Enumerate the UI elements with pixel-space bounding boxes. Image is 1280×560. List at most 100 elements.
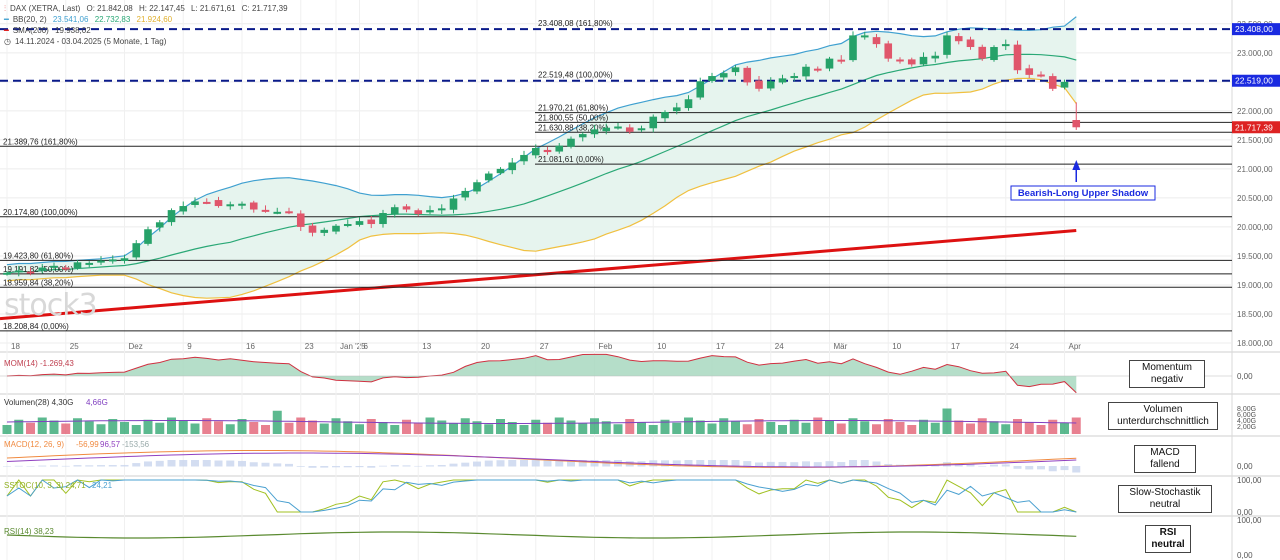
macd-histogram-bar	[578, 460, 587, 467]
mom-legend: MOM(14) -1.269,43	[4, 359, 74, 368]
volume-bar	[684, 417, 693, 434]
volume-bar	[2, 425, 12, 434]
volume-bar	[49, 420, 59, 434]
candle-body	[990, 47, 998, 61]
candle-body	[449, 198, 458, 210]
y-tick-label: 21.500,00	[1237, 136, 1273, 145]
macd-histogram-bar	[226, 460, 235, 467]
candle-body	[379, 213, 387, 225]
volume-bar	[378, 422, 388, 434]
volume-bar	[507, 422, 517, 434]
macd-histogram-bar	[567, 460, 575, 467]
macd-histogram-bar	[85, 465, 94, 467]
macd-histogram-bar	[802, 461, 810, 467]
macd-histogram-bar	[860, 460, 869, 467]
macd-box: MACD fallend	[1134, 445, 1196, 473]
candle-body	[825, 58, 834, 69]
candle-body	[1060, 81, 1069, 88]
x-tick-label: 17	[951, 342, 960, 351]
volume-bar	[731, 421, 740, 434]
price-axis-badge	[1232, 121, 1280, 134]
candle-body	[343, 224, 352, 227]
macd-histogram-bar	[120, 464, 129, 467]
volume-bar	[813, 417, 823, 434]
bb-legend: ━ BB(20, 2) 23.541,06 22.732,83 21.924,60	[4, 15, 176, 24]
volume-bar	[977, 418, 987, 434]
candle-body	[38, 267, 47, 271]
volume-bar	[601, 421, 611, 434]
volume-bar	[825, 420, 834, 434]
volume-bar	[637, 422, 646, 434]
macd-histogram-bar	[367, 466, 376, 468]
macd-histogram-bar	[743, 461, 752, 467]
macd-histogram-bar	[308, 466, 317, 468]
volume-bar	[613, 424, 623, 434]
volume-bar	[543, 422, 552, 434]
volume-bar	[131, 425, 141, 434]
sma200-line	[0, 229, 1077, 321]
volume-bar	[343, 421, 353, 434]
macd-legend-signal: 96,57	[100, 440, 121, 449]
macd-histogram-bar	[990, 464, 998, 467]
macd-histogram-bar	[672, 460, 681, 467]
macd-histogram-bar	[508, 460, 517, 467]
candle-body	[743, 67, 752, 83]
volume-bar	[1013, 419, 1022, 434]
candle-body	[649, 116, 658, 129]
candle-body	[179, 206, 188, 212]
price-axis-badge-text: 23.408,00	[1235, 24, 1273, 34]
macd-histogram-bar	[3, 466, 11, 467]
candle-body	[661, 112, 669, 119]
candle-body	[696, 81, 705, 98]
volume-bar	[1001, 424, 1011, 434]
volume-bar	[778, 425, 787, 434]
volume-bar	[930, 422, 940, 434]
volume-bar	[1036, 425, 1046, 434]
volume-bar	[672, 422, 682, 434]
candle-body	[496, 168, 505, 174]
volume-tick-label: 4,00G	[1237, 418, 1256, 425]
candle-body	[402, 206, 411, 210]
candle-body	[108, 259, 117, 262]
candle-body	[1025, 68, 1034, 75]
rsi-box-status: neutral	[1151, 539, 1185, 550]
volume-bar	[202, 418, 212, 434]
fib-level-label: 22.519,48 (100,00%)	[538, 71, 613, 80]
volume-bar	[742, 424, 752, 434]
x-tick-label: 9	[187, 342, 192, 351]
volume-tick-label: 2,00G	[1237, 424, 1256, 431]
volume-bar	[578, 423, 588, 434]
macd-histogram-bar	[978, 465, 987, 467]
candle-body	[249, 202, 258, 210]
macd-histogram-bar	[238, 460, 246, 467]
macd-histogram-bar	[719, 460, 728, 467]
legend-period: 14.11.2024 - 03.04.2025 (5 Monate, 1 Tag…	[14, 37, 167, 46]
price-legend: ⫶ DAX (XETRA, Last) O: 21.842,08 H: 22.14…	[4, 4, 292, 14]
macd-histogram-bar	[813, 462, 822, 467]
candle-body	[790, 76, 799, 79]
volume-bar	[96, 424, 106, 434]
macd-histogram-bar	[837, 462, 846, 467]
candle-icon: ⫶	[4, 4, 6, 13]
volume-bar	[460, 418, 470, 434]
volume-bar	[390, 425, 400, 434]
candle-body	[884, 43, 893, 59]
candle-body	[155, 222, 164, 228]
rsi-legend: RSI(14) 38,23	[4, 527, 54, 536]
macd-histogram-bar	[825, 461, 834, 467]
candle-body	[1037, 74, 1045, 77]
candle-body	[144, 229, 152, 244]
macd-legend-histogram: -153,56	[122, 440, 150, 449]
x-tick-label: 6	[364, 342, 369, 351]
candle-body	[837, 59, 846, 62]
macd-histogram-bar	[778, 461, 787, 467]
stoch-box: Slow-Stochastik neutral	[1118, 485, 1212, 513]
candle-body	[1013, 44, 1022, 71]
legend-bb-lower: 21.924,60	[136, 15, 173, 24]
y-tick-label: 18.000,00	[1237, 339, 1273, 348]
macd-histogram-bar	[543, 460, 552, 467]
candle-body	[896, 59, 904, 62]
macd-histogram-bar	[355, 466, 364, 468]
macd-box-status: fallend	[1150, 459, 1180, 470]
macd-histogram-bar	[1013, 466, 1022, 469]
